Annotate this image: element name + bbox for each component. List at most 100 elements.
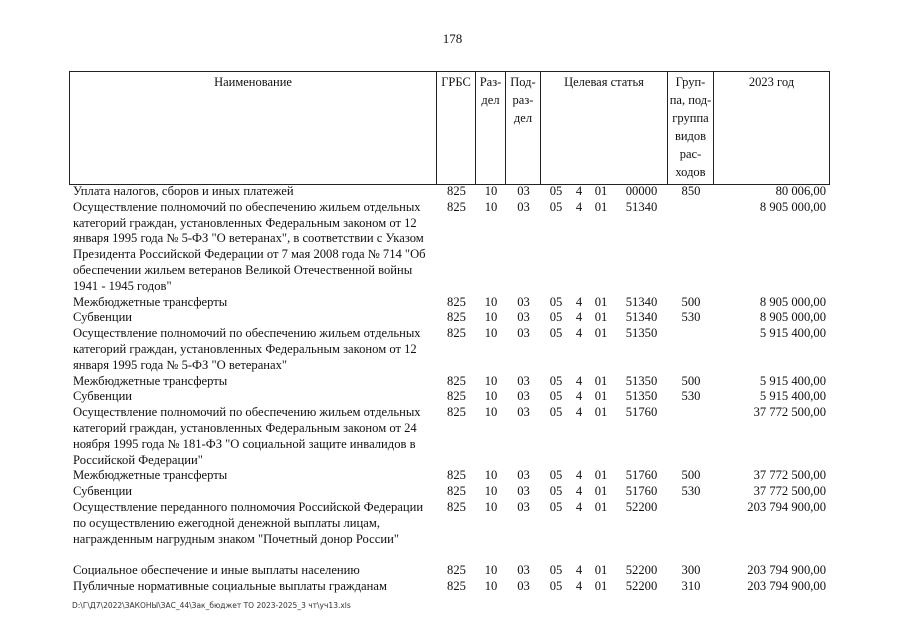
cell-grbs: 825 (447, 294, 466, 309)
cell-t2: 4 (575, 484, 583, 499)
table-row: Осуществление полномочий по обеспечению … (70, 405, 830, 468)
cell-pr: 03 (517, 468, 530, 483)
cell-t2: 4 (575, 326, 583, 341)
cell-t1: 05 (549, 499, 563, 514)
cell-gr: 310 (681, 578, 701, 593)
cell-t2: 4 (575, 294, 583, 309)
cell-t3: 01 (594, 373, 608, 388)
cell-t1: 05 (549, 578, 563, 593)
cell-amt: 8 905 000,00 (759, 199, 826, 214)
cell-grbs: 825 (447, 199, 466, 214)
cell-grbs: 825 (447, 468, 466, 483)
cell-t4: 51350 (625, 326, 658, 341)
cell-t1: 05 (549, 326, 563, 341)
cell-amt: 203 794 900,00 (747, 499, 826, 514)
cell-t3: 01 (594, 499, 608, 514)
cell-t1: 05 (549, 184, 563, 198)
cell-name: Осуществление полномочий по обеспечению … (73, 405, 421, 467)
cell-t4: 51760 (625, 468, 658, 483)
cell-name: Субвенции (73, 389, 133, 404)
table-row: Межбюджетные трансферты 825 10 03 05 4 01 51350… (70, 374, 830, 390)
cell-gr: 500 (681, 468, 701, 483)
cell-t1: 05 (549, 468, 563, 483)
cell-rz: 10 (484, 310, 498, 325)
cell-amt: 8 905 000,00 (759, 310, 826, 325)
cell-rz: 10 (484, 563, 498, 578)
cell-grbs: 825 (447, 326, 466, 341)
cell-grbs: 825 (447, 373, 466, 388)
cell-t4: 51340 (625, 310, 658, 325)
cell-grbs: 825 (447, 405, 466, 420)
cell-gr: 530 (681, 310, 701, 325)
cell-name: Осуществление полномочий по обеспечению … (73, 199, 426, 293)
cell-t2: 4 (575, 389, 583, 404)
cell-rz: 10 (484, 389, 498, 404)
cell-rz: 10 (484, 499, 498, 514)
cell-t2: 4 (575, 499, 583, 514)
cell-pr: 03 (517, 184, 530, 198)
header-podrazdel: Под- раз- дел (506, 72, 541, 184)
cell-rz: 10 (484, 294, 498, 309)
cell-grbs: 825 (447, 563, 466, 578)
header-grbs: ГРБС (437, 72, 476, 184)
cell-amt: 203 794 900,00 (747, 578, 826, 593)
page-number: 178 (442, 31, 463, 46)
cell-t3: 01 (594, 294, 608, 309)
cell-amt: 5 915 400,00 (759, 373, 826, 388)
cell-name: Субвенции (73, 310, 133, 325)
cell-t4: 52200 (625, 499, 658, 514)
cell-pr: 03 (517, 294, 530, 309)
cell-t2: 4 (575, 405, 583, 420)
table-header: Наименование ГРБС Раз- дел Под- раз- дел… (69, 71, 830, 185)
cell-amt: 5 915 400,00 (759, 389, 826, 404)
cell-t2: 4 (575, 310, 583, 325)
table-row: Межбюджетные трансферты 825 10 03 05 4 01 51340… (70, 295, 830, 311)
cell-t1: 05 (549, 484, 563, 499)
footer-path: D:\Г\Д7\2022\ЗАКОНЫ\ЗАС_44\Зак_бюджет ТО… (72, 600, 351, 610)
cell-rz: 10 (484, 184, 498, 198)
header-razdel: Раз- дел (476, 72, 506, 184)
cell-gr: 500 (681, 373, 701, 388)
table-row: Уплата налогов, сборов и иных платежей 82… (70, 184, 830, 200)
cell-name: Межбюджетные трансферты (73, 373, 228, 388)
cell-name: Межбюджетные трансферты (73, 294, 228, 309)
table-wrapper: Уплата налогов, сборов и иных платежей 82… (70, 184, 830, 611)
cell-t2: 4 (575, 578, 583, 593)
cell-amt: 5 915 400,00 (759, 326, 826, 341)
cell-t1: 05 (549, 405, 563, 420)
cell-t1: 05 (549, 294, 563, 309)
cell-grbs: 825 (447, 484, 466, 499)
cell-t1: 05 (549, 199, 563, 214)
cell-pr: 03 (517, 199, 530, 214)
table-row: Социальное обеспечение и иные выплаты на… (70, 563, 830, 579)
cell-t4: 51350 (625, 373, 658, 388)
cell-t3: 01 (594, 310, 608, 325)
cell-t3: 01 (594, 184, 608, 198)
cell-t2: 4 (575, 184, 583, 198)
cell-amt: 80 006,00 (775, 184, 826, 198)
cell-amt: 37 772 500,00 (753, 468, 826, 483)
cell-pr: 03 (517, 563, 530, 578)
header-group: Груп- па, под- группа видов рас- ходов (668, 72, 714, 184)
cell-t2: 4 (575, 199, 583, 214)
cell-gr (668, 200, 714, 295)
cell-pr: 03 (517, 405, 530, 420)
cell-t4: 00000 (625, 184, 658, 198)
cell-amt: 8 905 000,00 (759, 294, 826, 309)
cell-name: Осуществление полномочий по обеспечению … (73, 326, 421, 372)
cell-t2: 4 (575, 468, 583, 483)
cell-gr: 500 (681, 294, 701, 309)
cell-pr: 03 (517, 484, 530, 499)
cell-t3: 01 (594, 389, 608, 404)
cell-amt: 37 772 500,00 (753, 484, 826, 499)
cell-rz: 10 (484, 578, 498, 593)
cell-name: Социальное обеспечение и иные выплаты на… (73, 563, 360, 578)
cell-t3: 01 (594, 199, 608, 214)
cell-gr: 530 (681, 389, 701, 404)
cell-t4: 51760 (625, 405, 658, 420)
cell-name: Осуществление переданного полномочия Рос… (73, 499, 424, 546)
cell-t3: 01 (594, 563, 608, 578)
cell-gr (668, 326, 714, 373)
cell-gr: 530 (681, 484, 701, 499)
